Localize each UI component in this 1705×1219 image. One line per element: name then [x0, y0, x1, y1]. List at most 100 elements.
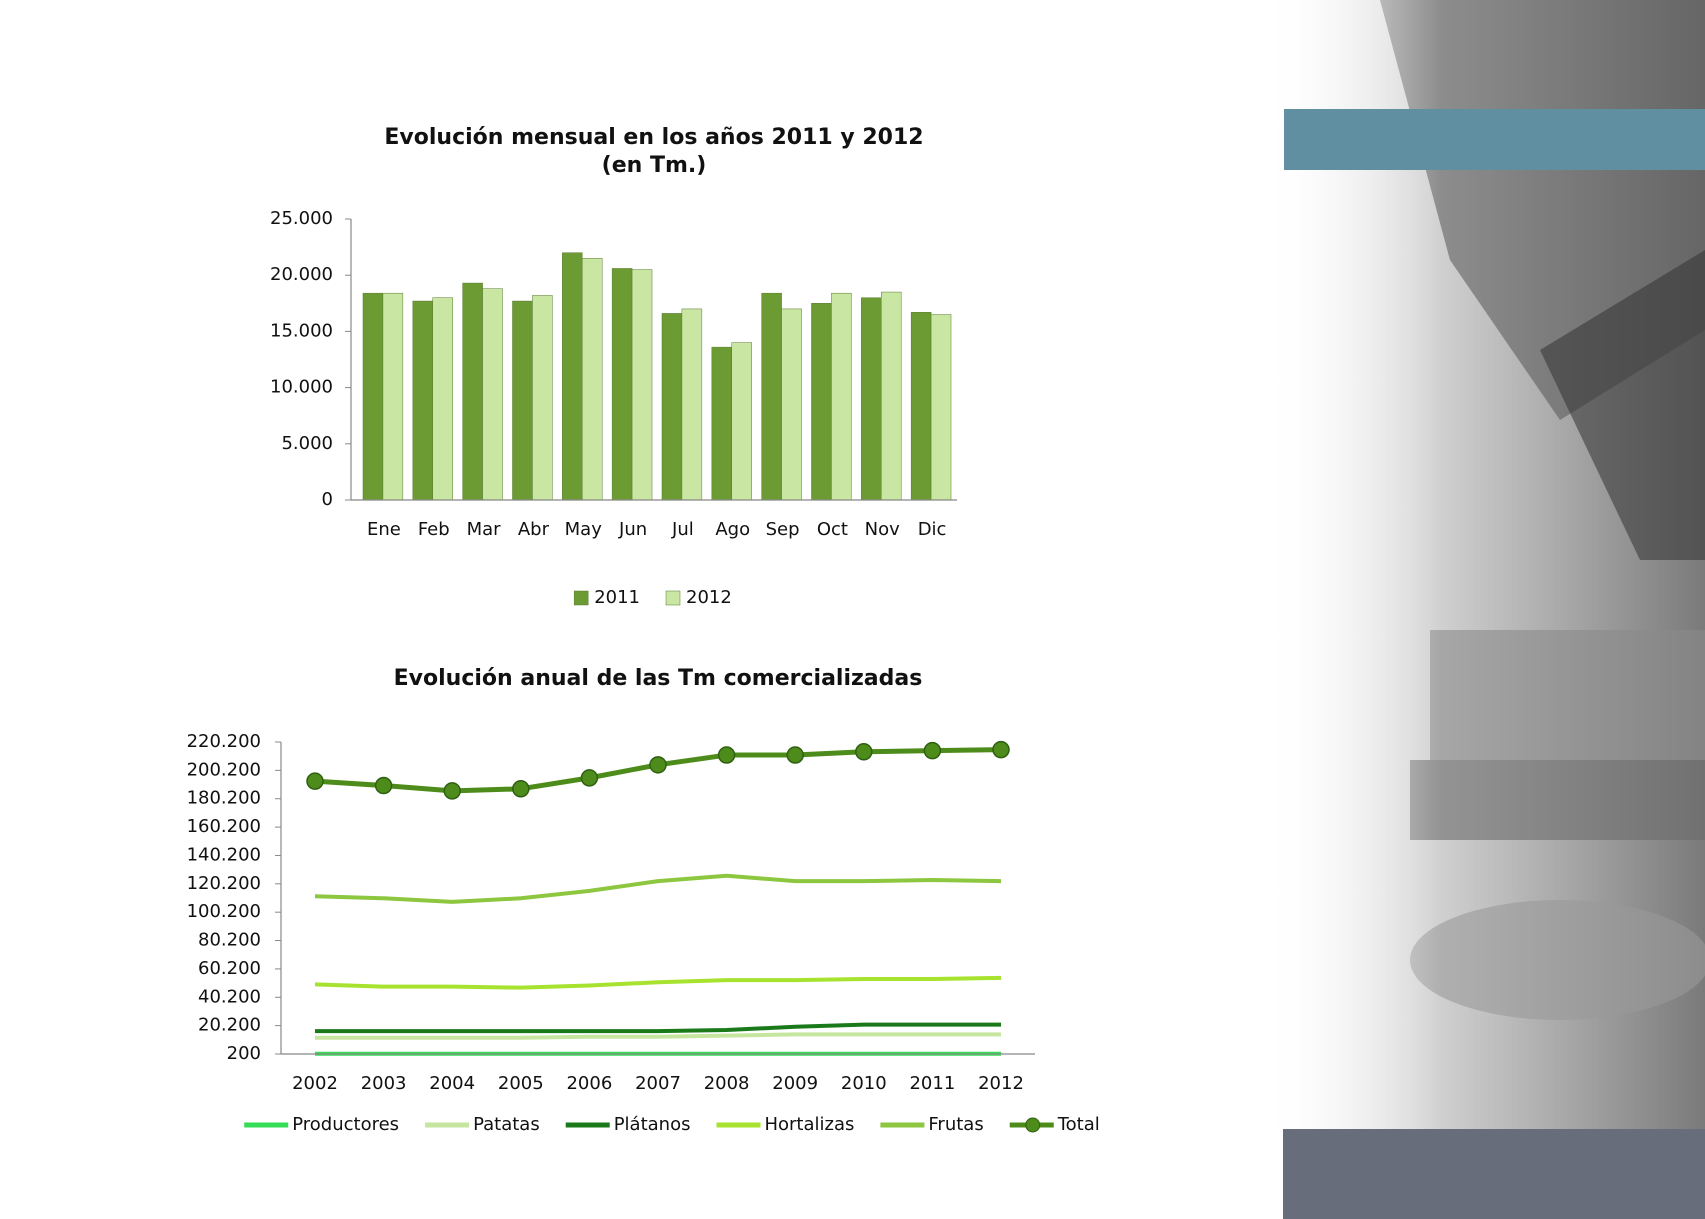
- y-tick-label: 220.200: [187, 731, 261, 752]
- charts: Evolución mensual en los años 2011 y 201…: [187, 125, 1100, 1135]
- bar: [631, 269, 653, 501]
- x-tick-label: Ene: [367, 519, 401, 540]
- chart-title: Evolución anual de las Tm comercializada…: [394, 666, 923, 691]
- legend-label: Patatas: [473, 1114, 540, 1135]
- bar: [731, 342, 752, 501]
- y-tick-label: 140.200: [187, 844, 261, 865]
- x-tick-label: 2003: [361, 1073, 407, 1094]
- marker: [374, 776, 393, 795]
- y-tick-label: 20.200: [198, 1015, 261, 1036]
- header-band: [1284, 109, 1705, 170]
- y-tick-label: 60.200: [198, 958, 261, 979]
- bar: [432, 297, 453, 501]
- x-tick-label: Jun: [618, 519, 647, 540]
- bar: [811, 303, 832, 501]
- bar: [532, 295, 553, 501]
- bar: [362, 292, 384, 501]
- legend-swatch: [573, 590, 589, 606]
- x-tick-label: 2008: [704, 1073, 750, 1094]
- photo: [1261, 0, 1705, 1130]
- y-tick-label: 0: [322, 489, 333, 510]
- bar: [382, 292, 404, 501]
- chart-subtitle: (en Tm.): [602, 153, 707, 178]
- bar: [582, 258, 603, 501]
- legend: Productores Patatas Plátanos Hortalizas Frut…: [244, 1114, 1100, 1135]
- bar: [711, 346, 733, 501]
- bar: [482, 288, 503, 501]
- bar: [910, 312, 932, 501]
- marker: [512, 780, 530, 798]
- legend-swatch: [665, 590, 681, 606]
- x-tick-label: 2007: [635, 1073, 681, 1094]
- marker: [786, 746, 804, 764]
- line: [314, 975, 1002, 990]
- bar: [861, 297, 882, 501]
- legend-label: 2011: [594, 587, 640, 608]
- legend-marker: [1025, 1117, 1041, 1133]
- bar: [930, 314, 952, 501]
- marker: [443, 782, 461, 800]
- chart-title: Evolución mensual en los años 2011 y 201…: [384, 125, 923, 150]
- x-tick-label: May: [565, 519, 603, 540]
- marker: [923, 741, 942, 760]
- y-tick-label: 80.200: [198, 930, 261, 951]
- bar: [462, 282, 483, 501]
- x-tick-label: Oct: [817, 519, 848, 540]
- x-tick-label: Mar: [467, 519, 502, 540]
- x-tick-label: Sep: [766, 519, 800, 540]
- y-tick-label: 25.000: [270, 208, 333, 229]
- y-tick-label: 100.200: [187, 901, 261, 922]
- y-tick-label: 10.000: [270, 377, 333, 398]
- x-tick-label: 2002: [292, 1073, 338, 1094]
- line: [314, 873, 1002, 904]
- x-tick-label: 2010: [841, 1073, 887, 1094]
- footer-band: [1283, 1129, 1705, 1219]
- bar: [831, 292, 852, 501]
- x-tick-label: 2006: [566, 1073, 612, 1094]
- x-tick-label: Nov: [865, 519, 900, 540]
- bar: [611, 268, 633, 501]
- y-tick-label: 15.000: [270, 320, 333, 341]
- x-tick-label: Feb: [418, 519, 450, 540]
- legend-label: 2012: [686, 587, 732, 608]
- legend: 2011 2012: [573, 587, 732, 608]
- x-tick-label: Abr: [518, 519, 550, 540]
- marker: [306, 772, 324, 790]
- bar: [562, 252, 583, 501]
- marker: [717, 746, 736, 764]
- x-tick-label: 2009: [772, 1073, 818, 1094]
- bar: [512, 300, 533, 501]
- x-tick-label: 2005: [498, 1073, 544, 1094]
- bar: [761, 292, 782, 501]
- y-tick-label: 200: [227, 1043, 261, 1064]
- y-tick-label: 120.200: [187, 873, 261, 894]
- x-tick-label: 2011: [909, 1073, 955, 1094]
- legend-label: Total: [1057, 1114, 1100, 1135]
- legend-label: Hortalizas: [764, 1114, 854, 1135]
- y-tick-label: 160.200: [187, 816, 261, 837]
- y-tick-label: 5.000: [281, 433, 333, 454]
- line: [315, 1032, 1001, 1040]
- y-tick-label: 20.000: [270, 264, 333, 285]
- legend-label: Frutas: [928, 1114, 983, 1135]
- marker: [649, 756, 667, 774]
- y-tick-label: 180.200: [187, 788, 261, 809]
- line: [315, 1022, 1001, 1034]
- marker: [580, 769, 599, 787]
- bar: [412, 300, 434, 501]
- x-tick-label: 2012: [978, 1073, 1024, 1094]
- x-tick-label: Ago: [715, 519, 750, 540]
- legend-label: Plátanos: [614, 1114, 691, 1135]
- bar: [881, 291, 902, 501]
- marker: [855, 743, 873, 761]
- y-tick-label: 200.200: [187, 759, 261, 780]
- x-tick-label: Jul: [671, 519, 694, 540]
- bar: [681, 308, 703, 501]
- marker: [992, 740, 1010, 759]
- legend-label: Productores: [292, 1114, 399, 1135]
- x-tick-label: 2004: [429, 1073, 475, 1094]
- y-tick-label: 40.200: [198, 986, 261, 1007]
- x-tick-label: Dic: [918, 519, 947, 540]
- bar: [781, 308, 802, 501]
